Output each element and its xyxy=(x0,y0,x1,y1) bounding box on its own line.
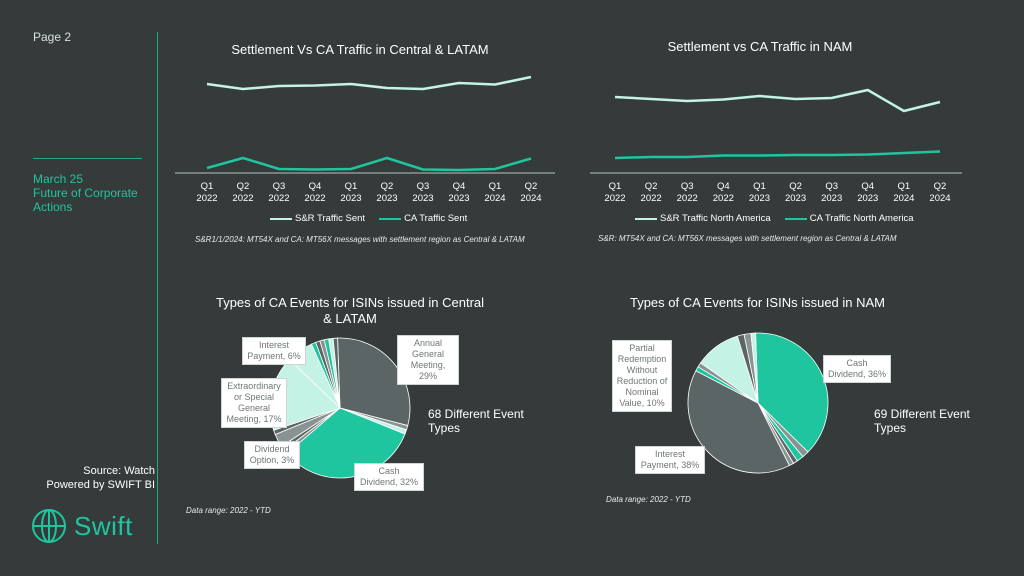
swift-logo: Swift xyxy=(30,506,140,546)
x-tick-label: Q2 2023 xyxy=(376,181,397,204)
x-tick-label: Q3 2023 xyxy=(412,181,433,204)
callout-line: Cash xyxy=(846,358,868,368)
callout-line: Interest xyxy=(258,340,289,350)
callout-line: Meeting, 29% xyxy=(410,360,446,381)
x-tick-label: Q1 2024 xyxy=(484,181,505,204)
callout-line: Nominal xyxy=(625,387,659,397)
data-range-nam: Data range: 2022 - YTD xyxy=(606,495,691,504)
series-line xyxy=(614,150,941,160)
callout-line: Dividend xyxy=(254,444,290,454)
callout-cash-dividend-nam: Cash Dividend, 36% xyxy=(823,355,891,383)
pie-title-line: & LATAM xyxy=(323,311,377,326)
line-chart-nam: Q1 2022 Q2 2022 Q3 2022 Q4 2022 Q1 2023 Q2 2023 Q3 20… xyxy=(590,88,962,204)
chart-title-nam: Settlement vs CA Traffic in NAM xyxy=(667,39,853,54)
callout-line: Payment, 6% xyxy=(247,351,301,361)
page-number: Page 2 xyxy=(33,30,72,44)
pie-slice xyxy=(337,337,411,427)
pie-slice xyxy=(687,370,790,474)
legend-nam: S&R Traffic North America CA Traffic Nor… xyxy=(635,213,928,224)
series-line xyxy=(206,156,532,172)
source-note: Source: Watch Powered by SWIFT BI xyxy=(20,464,155,492)
x-tick-label: Q4 2023 xyxy=(857,181,878,204)
x-tick-label: Q2 2022 xyxy=(232,181,253,204)
x-tick-label: Q4 2022 xyxy=(304,181,325,204)
pie-title-line: Types of CA Events for ISINs issued in C… xyxy=(215,295,485,310)
event-count-central-latam: 68 Different Event Types xyxy=(428,407,524,435)
callout-line: Option, 3% xyxy=(249,455,295,465)
legend-swatch xyxy=(784,217,807,220)
callout-line: Dividend, 32% xyxy=(359,477,419,487)
legend-swatch xyxy=(635,217,657,220)
pie-title-central-latam: Types of CA Events for ISINs issued in C… xyxy=(210,295,490,327)
globe-icon xyxy=(32,509,66,543)
report-subtitle: Future of Corporate Actions xyxy=(33,186,138,214)
callout-line: Interest xyxy=(654,449,685,459)
line-chart-central-latam: Q1 2022 Q2 2022 Q3 2022 Q4 2022 Q1 2023 Q2 2023 Q3 20… xyxy=(175,75,555,204)
x-tick-label: Q3 2022 xyxy=(677,181,698,204)
legend-label: CA Traffic Sent xyxy=(404,213,468,224)
callout-interest-payment: Interest Payment, 6% xyxy=(242,337,306,365)
legend-label: CA Traffic North America xyxy=(809,213,914,224)
x-tick-label: Q2 2024 xyxy=(520,181,541,204)
event-count-nam: 69 Different Event Types xyxy=(874,407,970,435)
legend-central-latam: S&R Traffic Sent CA Traffic Sent xyxy=(270,213,481,224)
callout-partial-redemption: Partial Redemption Without Reduction of … xyxy=(612,340,672,412)
callout-line: Reduction of xyxy=(616,376,668,386)
callout-line: Payment, 38% xyxy=(640,460,700,470)
callout-dividend-option: Dividend Option, 3% xyxy=(244,441,300,469)
sidebar-rule xyxy=(33,158,142,159)
series-line xyxy=(614,88,941,113)
x-tick-label: Q1 2023 xyxy=(749,181,770,204)
legend-swatch xyxy=(270,217,292,220)
x-tick-label: Q3 2023 xyxy=(821,181,842,204)
callout-extraordinary-meeting: Extraordinary or Special General Meeting… xyxy=(221,378,287,428)
pie-slice xyxy=(755,332,829,453)
pie-slice xyxy=(750,332,759,404)
legend-swatch xyxy=(379,217,402,220)
sidebar-divider xyxy=(157,32,158,544)
callout-line: Without xyxy=(626,365,658,375)
callout-line: or Special xyxy=(233,392,275,402)
callout-line: Cash xyxy=(378,466,400,476)
x-tick-label: Q4 2022 xyxy=(713,181,734,204)
footnote-nam: S&R: MT54X and CA: MT56X messages with s… xyxy=(598,234,897,243)
source-line: Source: Watch xyxy=(83,465,155,477)
x-tick-label: Q2 2023 xyxy=(785,181,806,204)
x-tick-label: Q1 2022 xyxy=(604,181,625,204)
x-tick-label: Q3 2022 xyxy=(268,181,289,204)
logo-wordmark: Swift xyxy=(74,510,133,541)
callout-line: Dividend, 36% xyxy=(827,369,887,379)
callout-line: Value, 10% xyxy=(619,398,665,408)
callout-interest-payment-nam: Interest Payment, 38% xyxy=(635,446,705,474)
series-line xyxy=(206,75,532,91)
callout-annual-general-meeting: Annual General Meeting, 29% xyxy=(397,335,459,385)
chart-title-central-latam: Settlement Vs CA Traffic in Central & LA… xyxy=(231,42,489,57)
pie-chart-nam xyxy=(687,332,829,474)
pie-title-nam: Types of CA Events for ISINs issued in N… xyxy=(629,295,886,310)
x-tick-label: Q4 2023 xyxy=(448,181,469,204)
x-tick-label: Q1 2022 xyxy=(196,181,217,204)
data-range-central-latam: Data range: 2022 - YTD xyxy=(186,506,271,515)
callout-line: Annual xyxy=(413,338,443,348)
x-tick-label: Q1 2023 xyxy=(340,181,361,204)
x-tick-label: Q1 2024 xyxy=(893,181,914,204)
callout-line: General xyxy=(237,403,271,413)
callout-cash-dividend: Cash Dividend, 32% xyxy=(354,463,424,491)
footnote-central-latam: S&R1/1/2024: MT54X and CA: MT56X message… xyxy=(195,235,525,244)
callout-line: Meeting, 17% xyxy=(226,414,282,424)
legend-label: S&R Traffic North America xyxy=(660,213,771,224)
pie-slice xyxy=(332,337,341,409)
x-tick-label: Q2 2024 xyxy=(929,181,950,204)
report-date: March 25 xyxy=(33,172,84,186)
callout-line: Redemption xyxy=(617,354,667,364)
callout-line: Extraordinary xyxy=(227,381,281,391)
legend-label: S&R Traffic Sent xyxy=(295,213,366,224)
x-tick-label: Q2 2022 xyxy=(641,181,662,204)
powered-by-line: Powered by SWIFT BI xyxy=(46,479,155,491)
callout-line: General xyxy=(411,349,445,359)
callout-line: Partial xyxy=(629,343,655,353)
